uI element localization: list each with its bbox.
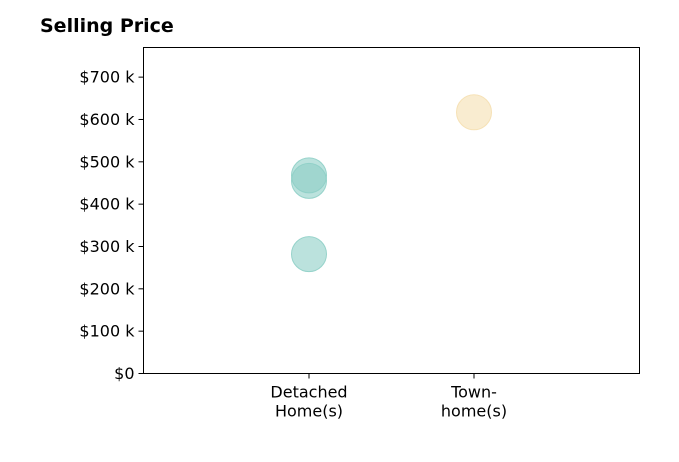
x-axis: Detached Home(s) Town-home(s): [270, 373, 507, 421]
data-points: [291, 94, 492, 273]
y-tick-label: $600 k: [79, 110, 135, 129]
y-tick-label: $100 k: [79, 322, 135, 341]
data-point: [291, 162, 327, 199]
x-tick-label: Town-home(s): [441, 383, 507, 421]
data-point: [456, 94, 492, 131]
y-tick-label: $200 k: [79, 279, 135, 298]
plot-frame: [143, 47, 640, 374]
y-tick-label: $400 k: [79, 195, 135, 214]
y-tick-label: $700 k: [79, 68, 135, 87]
y-axis: $0 $100 k $200 k $300 k $400 k $500 k $600 k $7…: [79, 68, 144, 383]
chart-title: Selling Price: [40, 15, 174, 37]
y-tick-label: $0: [114, 364, 134, 383]
x-tick-label: Detached Home(s): [270, 383, 347, 421]
y-tick-label: $500 k: [79, 152, 135, 171]
y-tick-label: $300 k: [79, 237, 135, 256]
data-point: [291, 236, 327, 273]
